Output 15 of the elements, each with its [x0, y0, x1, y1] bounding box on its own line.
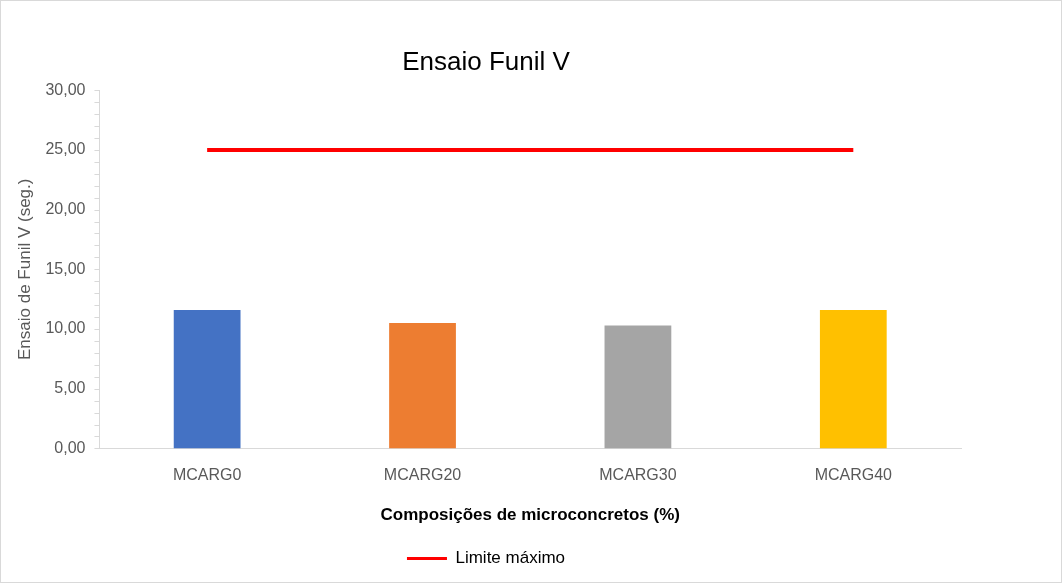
- y-tick-label: 10,00: [45, 319, 86, 337]
- y-tick-label: 0,00: [54, 438, 86, 456]
- y-tick-label: 30,00: [45, 80, 86, 98]
- legend-label: Limite máximo: [455, 548, 566, 568]
- x-tick-label: MCARG20: [383, 466, 462, 484]
- y-axis-title: Ensaio de Funil V (seg.): [14, 178, 34, 361]
- x-tick-label: MCARG40: [814, 466, 893, 484]
- x-tick-label: MCARG0: [172, 466, 242, 484]
- chart-title: Ensaio Funil V: [402, 45, 571, 76]
- y-tick-label: 20,00: [45, 200, 86, 218]
- y-tick-label: 15,00: [45, 259, 86, 277]
- y-tick-label: 25,00: [45, 140, 86, 158]
- y-tick-label: 5,00: [54, 379, 86, 397]
- x-tick-label: MCARG30: [599, 466, 677, 484]
- x-axis-title: Composições de microconcretos (%): [380, 505, 680, 525]
